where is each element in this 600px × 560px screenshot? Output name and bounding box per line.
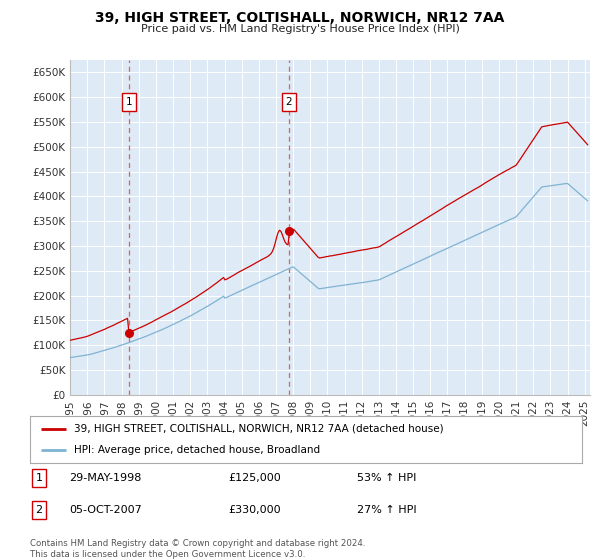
Text: 1: 1	[125, 97, 132, 107]
Text: 39, HIGH STREET, COLTISHALL, NORWICH, NR12 7AA: 39, HIGH STREET, COLTISHALL, NORWICH, NR…	[95, 11, 505, 25]
Text: 05-OCT-2007: 05-OCT-2007	[69, 505, 142, 515]
Text: 39, HIGH STREET, COLTISHALL, NORWICH, NR12 7AA (detached house): 39, HIGH STREET, COLTISHALL, NORWICH, NR…	[74, 423, 444, 433]
Text: 53% ↑ HPI: 53% ↑ HPI	[357, 473, 416, 483]
Text: 1: 1	[35, 473, 43, 483]
Text: Contains HM Land Registry data © Crown copyright and database right 2024.
This d: Contains HM Land Registry data © Crown c…	[30, 539, 365, 559]
Text: £125,000: £125,000	[228, 473, 281, 483]
Text: HPI: Average price, detached house, Broadland: HPI: Average price, detached house, Broa…	[74, 445, 320, 455]
Text: 27% ↑ HPI: 27% ↑ HPI	[357, 505, 416, 515]
Text: 2: 2	[286, 97, 292, 107]
Text: 2: 2	[35, 505, 43, 515]
Text: Price paid vs. HM Land Registry's House Price Index (HPI): Price paid vs. HM Land Registry's House …	[140, 24, 460, 34]
Text: 29-MAY-1998: 29-MAY-1998	[69, 473, 142, 483]
Text: £330,000: £330,000	[228, 505, 281, 515]
